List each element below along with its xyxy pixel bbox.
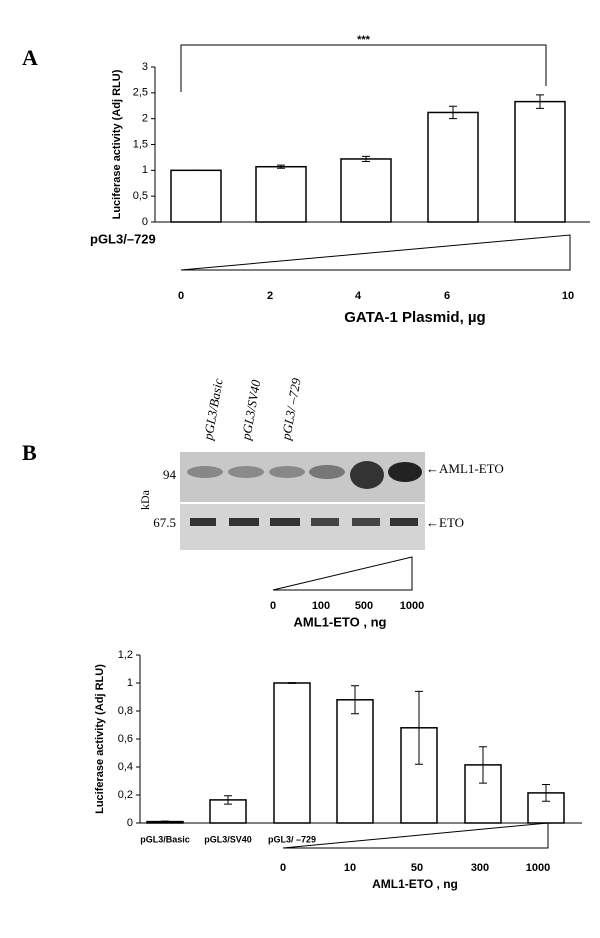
- bar: [170, 169, 222, 223]
- y-tick-label: 0,8: [118, 705, 133, 717]
- dose-label: 1000: [526, 862, 550, 874]
- x-axis-title: AML1-ETO , ng: [372, 877, 458, 891]
- error-bar: [536, 94, 544, 109]
- y-tick-label: 0,6: [118, 733, 133, 745]
- x-axis-title: AML1-ETO , ng: [294, 614, 387, 629]
- dose-label: 500: [355, 600, 373, 612]
- marker-label: 67.5: [153, 515, 176, 530]
- panel-label: B: [22, 440, 37, 465]
- x-tick-label: pGL3/Basic: [140, 834, 190, 844]
- error-bar: [449, 105, 457, 120]
- y-tick-label: 0,5: [133, 190, 148, 202]
- dose-triangle: [180, 234, 571, 271]
- error-bar: [479, 746, 487, 784]
- y-tick-label: 1,2: [118, 649, 133, 661]
- band-label: ←AML1-ETO: [426, 461, 504, 476]
- lane-label: pGL3/SV40: [238, 378, 264, 442]
- bar: [336, 699, 374, 824]
- x-tick-label: pGL3/SV40: [204, 834, 252, 844]
- x-tick-label: 4: [355, 290, 362, 302]
- x-tick-label: pGL3/ –729: [268, 834, 316, 844]
- y-axis-title: Luciferase activity (Adj RLU): [111, 69, 123, 219]
- panel-label: A: [22, 45, 38, 70]
- error-bar: [277, 164, 285, 169]
- lane-label: pGL3/Basic: [200, 377, 226, 442]
- error-bar: [161, 820, 169, 823]
- bar: [340, 158, 392, 223]
- dose-label: 300: [471, 862, 489, 874]
- error-bar: [288, 682, 296, 684]
- error-bar: [362, 155, 370, 163]
- bar: [514, 100, 566, 223]
- x-tick-label: 0: [178, 290, 184, 302]
- x-tick-label: 10: [562, 290, 574, 302]
- y-tick-label: 2: [142, 113, 148, 125]
- marker-label: 94: [163, 467, 177, 482]
- y-tick-label: 0,4: [118, 761, 133, 773]
- construct-label: pGL3/–729: [90, 231, 156, 246]
- y-tick-label: 2,5: [133, 87, 148, 99]
- bar: [255, 165, 307, 223]
- significance: ***: [357, 34, 371, 46]
- error-bar: [224, 795, 232, 805]
- dose-label: 0: [270, 600, 276, 612]
- marker-unit: kDa: [138, 489, 152, 510]
- dose-label: 100: [312, 600, 330, 612]
- y-tick-label: 1,5: [133, 138, 148, 150]
- bar: [427, 111, 479, 223]
- error-bar: [415, 690, 423, 765]
- y-tick-label: 1: [127, 677, 133, 689]
- x-tick-label: 2: [267, 290, 273, 302]
- x-tick-label: 6: [444, 290, 450, 302]
- y-tick-label: 0: [142, 216, 148, 228]
- band-label: ←ETO: [426, 515, 464, 530]
- y-tick-label: 1: [142, 164, 148, 176]
- dose-label: 10: [344, 862, 356, 874]
- error-bar: [542, 784, 550, 802]
- error-bar: [351, 685, 359, 715]
- x-axis-title: GATA-1 Plasmid, µg: [344, 309, 485, 326]
- dose-label: 0: [280, 862, 286, 874]
- bar: [273, 682, 311, 824]
- dose-triangle: [282, 822, 549, 849]
- y-tick-label: 3: [142, 61, 148, 73]
- y-tick-label: 0,2: [118, 789, 133, 801]
- lane-label: pGL3/ –729: [278, 376, 304, 442]
- dose-label: 50: [411, 862, 423, 874]
- significance-bracket: [180, 44, 547, 92]
- y-tick-label: 0: [127, 817, 133, 829]
- dose-label: 1000: [400, 600, 424, 612]
- western-blot: pGL3/Basic pGL3/SV40 pGL3/ –729 94 67.5 …: [138, 376, 504, 629]
- y-axis-title: Luciferase activity (Adj RLU): [94, 664, 106, 814]
